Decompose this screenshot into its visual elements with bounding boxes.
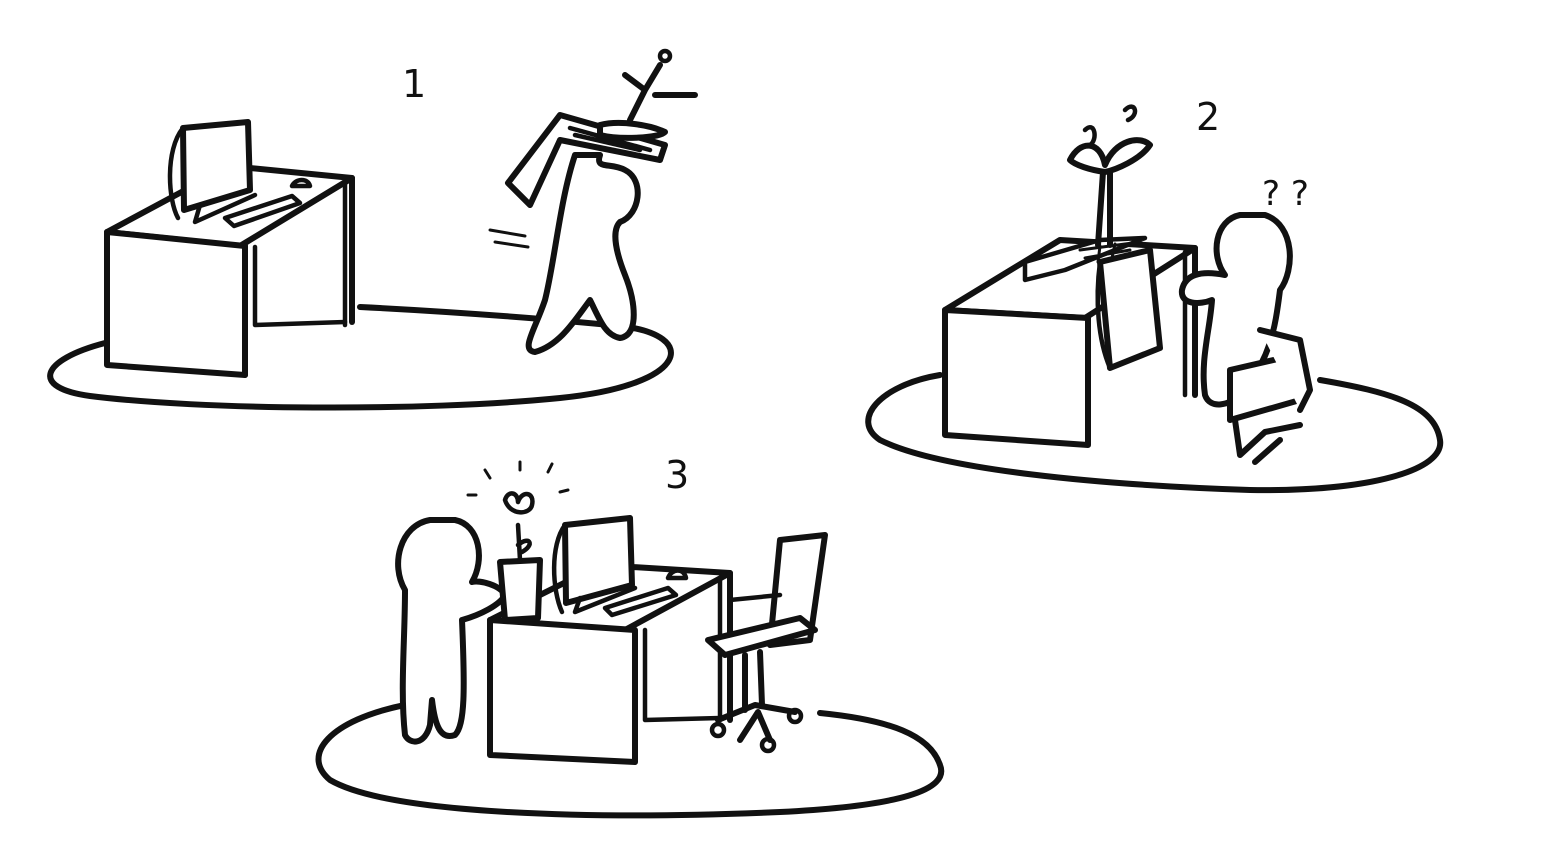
panel-3-chair <box>705 532 828 754</box>
panel-3-monitor <box>551 515 638 615</box>
panel-2-floor <box>865 372 1444 494</box>
panel-2-person <box>1178 212 1293 408</box>
panel-1-keyboard <box>222 193 303 229</box>
panel-1-number: 1 <box>402 62 426 106</box>
panel-3-flower <box>466 460 570 623</box>
panel-2: ? ? 2 <box>865 95 1444 494</box>
panel-3-mouse <box>665 568 689 581</box>
panel-2-monitor <box>1097 247 1163 371</box>
panel-1-monitor <box>167 119 258 225</box>
panel-2-number: 2 <box>1196 95 1220 139</box>
panel-2-chair <box>1227 327 1313 465</box>
panel-1: 1 <box>47 48 698 411</box>
panel-3-floor <box>315 702 945 819</box>
panel-3-number: 3 <box>665 453 689 497</box>
panel-1-mouse <box>289 177 313 189</box>
panel-3-person <box>395 517 508 745</box>
panel-3: 3 <box>315 453 945 819</box>
panel-2-plant <box>1067 104 1153 248</box>
panel-3-desk <box>487 562 733 765</box>
panel-3-keyboard <box>602 585 679 618</box>
panel-1-plant <box>597 48 698 141</box>
panel-1-motion-lines <box>488 228 530 249</box>
panel-2-question-marks: ? ? <box>1262 174 1309 214</box>
panel-1-person <box>525 152 641 355</box>
